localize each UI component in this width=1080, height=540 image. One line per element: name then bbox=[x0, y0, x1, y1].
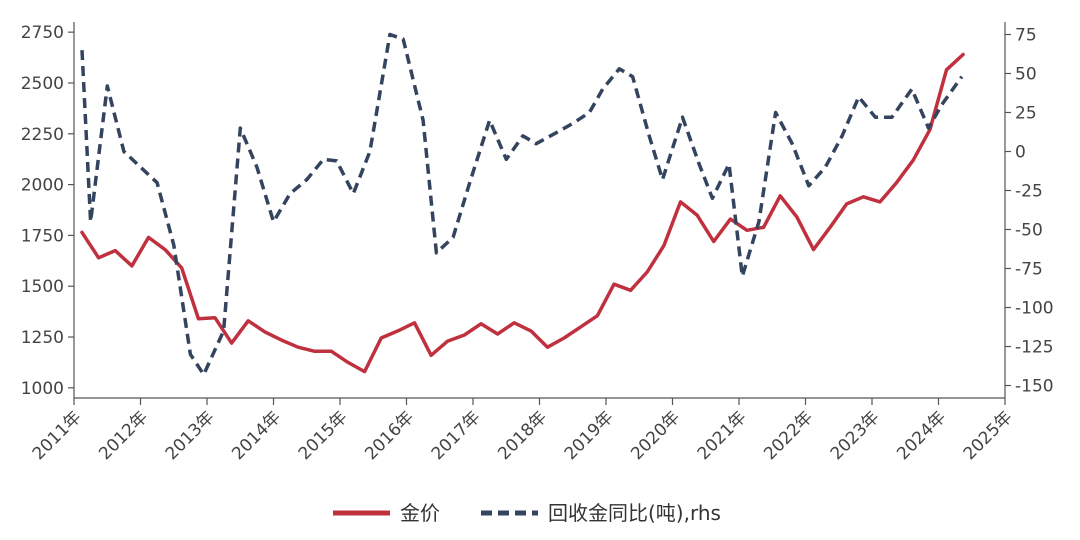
y-right-tick-label: -50 bbox=[1015, 221, 1043, 241]
y-left-tick-label: 2750 bbox=[21, 23, 64, 43]
x-tick-label: 2017年 bbox=[428, 407, 485, 464]
y-right-tick-label: -125 bbox=[1015, 338, 1054, 358]
y-right-tick-label: -75 bbox=[1015, 260, 1043, 280]
y-right-tick-label: 50 bbox=[1015, 64, 1037, 84]
x-tick-label: 2016年 bbox=[361, 407, 418, 464]
x-axis-ticks: 2011年 2012年 2013年 2014年 2015年 2016年 2017年 2018年… bbox=[29, 398, 1017, 464]
x-tick-label: 2022年 bbox=[760, 407, 817, 464]
y-left-tick-label: 1500 bbox=[21, 277, 64, 297]
x-tick-label: 2018年 bbox=[494, 407, 551, 464]
y-axis-right-ticks: -150 -125 -100 -75 -50 -25 0 25 50 75 bbox=[1005, 25, 1054, 397]
y-axis-left-ticks: 1000 1250 1500 1750 2000 2250 2500 2750 bbox=[21, 23, 74, 399]
x-tick-label: 2014年 bbox=[228, 407, 285, 464]
series-line-gold-price bbox=[80, 52, 965, 374]
x-tick-label: 2019年 bbox=[561, 407, 618, 464]
y-right-tick-label: -150 bbox=[1015, 377, 1054, 397]
x-tick-label: 2020年 bbox=[627, 407, 684, 464]
series-layer bbox=[80, 32, 965, 377]
y-left-tick-label: 2000 bbox=[21, 176, 64, 196]
x-tick-label: 2015年 bbox=[295, 407, 352, 464]
y-left-tick-label: 1750 bbox=[21, 226, 64, 246]
x-tick-label: 2013年 bbox=[162, 407, 219, 464]
legend: 金价 回收金同比(吨),rhs bbox=[333, 501, 721, 525]
x-tick-label: 2024年 bbox=[893, 407, 950, 464]
y-right-tick-label: 0 bbox=[1015, 142, 1026, 162]
x-tick-label: 2012年 bbox=[95, 407, 152, 464]
y-right-tick-label: 25 bbox=[1015, 103, 1037, 123]
x-tick-label: 2023年 bbox=[827, 407, 884, 464]
y-left-tick-label: 2250 bbox=[21, 125, 64, 145]
y-right-tick-label: -100 bbox=[1015, 299, 1054, 319]
y-left-tick-label: 1000 bbox=[21, 379, 64, 399]
y-right-tick-label: -25 bbox=[1015, 181, 1043, 201]
series-line-recycled-gold bbox=[80, 32, 964, 377]
y-left-tick-label: 1250 bbox=[21, 328, 64, 348]
x-tick-label: 2021年 bbox=[694, 407, 751, 464]
y-left-tick-label: 2500 bbox=[21, 74, 64, 94]
x-tick-label: 2025年 bbox=[960, 407, 1017, 464]
legend-label-recycled-gold: 回收金同比(吨),rhs bbox=[548, 501, 721, 525]
y-right-tick-label: 75 bbox=[1015, 25, 1037, 45]
x-tick-label: 2011年 bbox=[29, 407, 86, 464]
legend-label-gold-price: 金价 bbox=[400, 501, 440, 525]
